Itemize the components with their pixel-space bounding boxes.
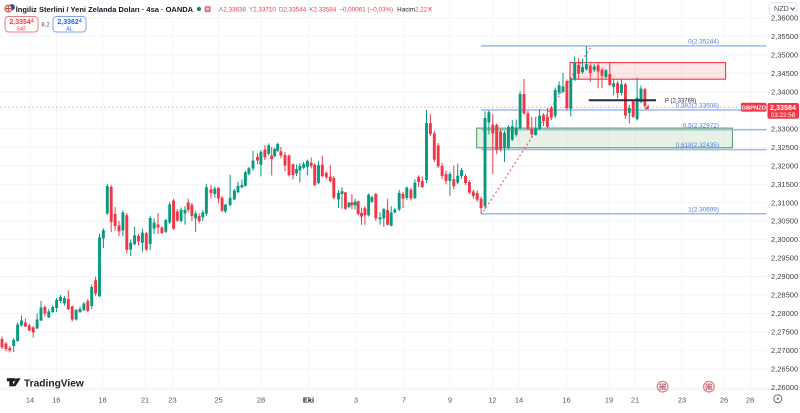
svg-text:7: 7	[402, 396, 406, 405]
svg-text:2,30000: 2,30000	[771, 235, 798, 244]
svg-text:NZD: NZD	[774, 4, 789, 13]
svg-text:28: 28	[257, 396, 265, 405]
svg-text:2,31000: 2,31000	[771, 198, 798, 207]
svg-text:14: 14	[26, 396, 34, 405]
svg-text:2,33544: 2,33544	[9, 19, 33, 27]
svg-text:9: 9	[448, 396, 452, 405]
svg-text:26: 26	[720, 396, 728, 405]
svg-text:2,35000: 2,35000	[771, 51, 798, 60]
svg-text:0(2.35244): 0(2.35244)	[688, 38, 719, 45]
svg-text:2,31500: 2,31500	[771, 180, 798, 189]
svg-text:16: 16	[562, 396, 570, 405]
svg-text:2,33584: 2,33584	[770, 103, 796, 112]
svg-text:2,34000: 2,34000	[771, 87, 798, 96]
svg-text:21: 21	[141, 396, 149, 405]
svg-text:1(2.30699): 1(2.30699)	[688, 206, 719, 213]
svg-text:0.618(2.32435): 0.618(2.32435)	[676, 142, 719, 149]
svg-text:2,36000: 2,36000	[771, 14, 798, 23]
svg-text:21: 21	[631, 396, 639, 405]
svg-text:2,32000: 2,32000	[771, 161, 798, 170]
svg-text:2,33624: 2,33624	[57, 19, 81, 27]
svg-text:2,30500: 2,30500	[771, 217, 798, 226]
svg-text:2,29000: 2,29000	[771, 272, 798, 281]
svg-text:14: 14	[515, 396, 523, 405]
svg-text:0.5(2.32972): 0.5(2.32972)	[683, 122, 719, 129]
svg-text:18: 18	[98, 396, 106, 405]
svg-text:2,26500: 2,26500	[771, 365, 798, 374]
svg-text:2,26000: 2,26000	[771, 383, 798, 392]
svg-text:AL: AL	[66, 26, 73, 32]
svg-text:2,27500: 2,27500	[771, 328, 798, 337]
svg-text:16: 16	[52, 396, 60, 405]
svg-text:2,34500: 2,34500	[771, 69, 798, 78]
svg-text:İngiliz Sterlini / Yeni Zeland: İngiliz Sterlini / Yeni Zelanda Doları ·…	[16, 5, 194, 14]
svg-text:TradingView: TradingView	[24, 379, 84, 390]
svg-text:28: 28	[746, 396, 754, 405]
svg-text:19: 19	[605, 396, 613, 405]
svg-text:03:22:58: 03:22:58	[771, 112, 796, 119]
svg-text:8,2: 8,2	[41, 23, 50, 29]
svg-text:23: 23	[678, 396, 686, 405]
svg-text:25: 25	[214, 396, 222, 405]
svg-text:2,32500: 2,32500	[771, 143, 798, 152]
svg-text:2,28500: 2,28500	[771, 291, 798, 300]
svg-text:SAT: SAT	[16, 26, 27, 32]
svg-text:23: 23	[168, 396, 176, 405]
svg-text:12: 12	[488, 396, 496, 405]
svg-text:0.382(2.33508): 0.382(2.33508)	[676, 103, 719, 110]
svg-text:2,35500: 2,35500	[771, 32, 798, 41]
svg-text:3: 3	[354, 396, 358, 405]
svg-text:2,29500: 2,29500	[771, 254, 798, 263]
svg-text:Eki: Eki	[303, 396, 314, 405]
svg-text:2,33000: 2,33000	[771, 124, 798, 133]
svg-text:2,28000: 2,28000	[771, 309, 798, 318]
svg-text:GBPNZD: GBPNZD	[741, 105, 765, 111]
svg-text:2,27000: 2,27000	[771, 346, 798, 355]
svg-text:P (2.33769): P (2.33769)	[665, 99, 696, 105]
